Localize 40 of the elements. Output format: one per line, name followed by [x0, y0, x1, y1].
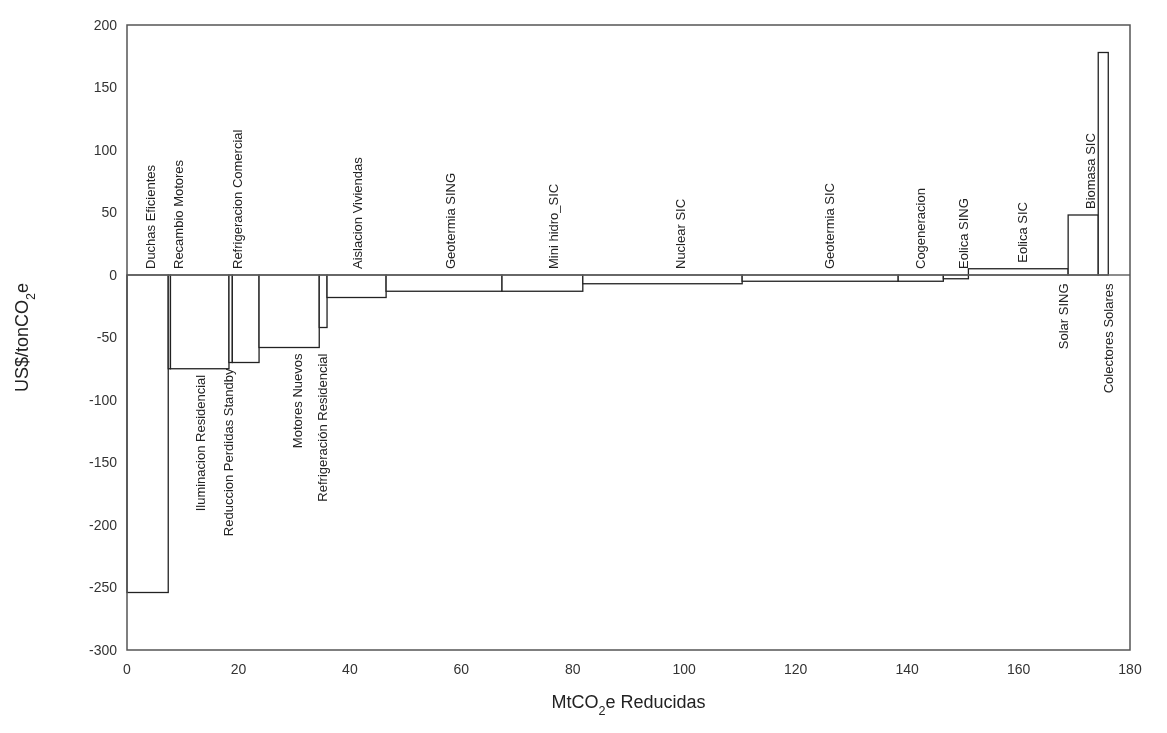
- annotation: Eolica SING: [955, 198, 971, 269]
- annotation: Mini hidro_SIC: [546, 183, 562, 269]
- y-tick-label: 50: [101, 204, 118, 221]
- annotation: Iluminacion Residencial: [193, 374, 208, 512]
- y-tick-label: -250: [88, 579, 118, 596]
- annotation: Duchas Eficientes: [142, 164, 158, 269]
- annotation: Reduccion Perdidas Standby: [220, 368, 236, 537]
- y-tick-label: -150: [88, 454, 118, 471]
- y-tick-label: 150: [93, 79, 118, 96]
- annotation: Geotermia SIC: [822, 183, 838, 269]
- x-tick-label: 100: [672, 661, 697, 677]
- annotation: Motores Nuevos: [289, 353, 305, 449]
- annotation: Eolica SIC: [1015, 202, 1031, 263]
- annotation: Recambio Motores: [171, 159, 187, 269]
- x-tick-label: 120: [783, 661, 808, 677]
- annotation: Refrigeracion Comercial: [229, 129, 245, 269]
- annotation: Geotermia SING: [443, 172, 459, 269]
- x-tick-label: 20: [230, 661, 247, 677]
- y-tick-label: -50: [96, 329, 118, 346]
- x-tick-label: 40: [342, 661, 358, 677]
- annotation: Colectores Solares: [1101, 283, 1117, 394]
- x-tick-label: 160: [1006, 661, 1031, 677]
- y-tick-label: -300: [88, 641, 118, 658]
- annotation: Refrigeración Residencial: [315, 353, 331, 502]
- y-tick-label: -100: [88, 391, 118, 408]
- annotation: Aislacion Viviendas: [350, 156, 366, 269]
- y-tick-label: 200: [93, 16, 118, 33]
- y-tick-label: -200: [88, 516, 118, 533]
- annotation: Nuclear SIC: [673, 198, 689, 269]
- x-tick-label: 180: [1118, 661, 1142, 677]
- y-tick-label: 0: [109, 266, 118, 283]
- x-tick-label: 80: [564, 661, 581, 677]
- x-tick-label: 140: [895, 661, 919, 677]
- annotation: Cogeneracion: [913, 188, 929, 269]
- y-tick-label: 100: [93, 141, 118, 158]
- annotation: Solar SING: [1056, 283, 1072, 350]
- annotation: Biomasa SIC: [1083, 133, 1099, 209]
- x-axis-title: MtCO$_{2}$e Reducidas: [551, 692, 706, 718]
- x-tick-label: 60: [453, 661, 470, 677]
- x-tick-label: 0: [123, 661, 132, 677]
